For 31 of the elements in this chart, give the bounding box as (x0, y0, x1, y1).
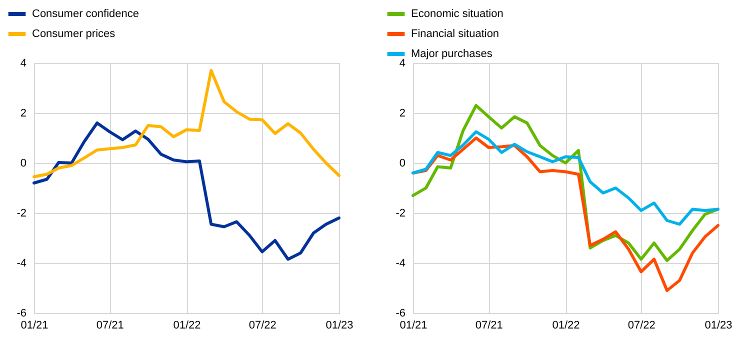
x-tick-label: 07/22 (628, 320, 656, 332)
y-tick-label: -2 (396, 208, 406, 220)
line-series (412, 136, 720, 292)
legend-label: Major purchases (411, 48, 493, 60)
x-tick-label: 01/22 (552, 320, 580, 332)
legend-label: Consumer confidence (32, 8, 140, 20)
x-tick-label: 01/23 (326, 320, 354, 332)
x-tick-label: 07/21 (96, 320, 124, 332)
x-tick-label: 01/22 (173, 320, 201, 332)
line-series (32, 69, 340, 178)
y-tick-label: 4 (20, 58, 26, 70)
legend-label: Economic situation (411, 8, 504, 20)
y-tick-label: -6 (16, 308, 26, 320)
x-tick-label: 01/21 (400, 320, 428, 332)
y-tick-label: -6 (396, 308, 406, 320)
y-tick-label: -4 (16, 258, 26, 270)
y-tick-label: -2 (16, 208, 26, 220)
y-tick-label: 2 (20, 108, 26, 120)
line-series (412, 130, 720, 226)
y-tick-label: 2 (399, 108, 406, 120)
legend-label: Financial situation (411, 28, 500, 40)
x-tick-label: 01/21 (20, 320, 48, 332)
legend-label: Consumer prices (32, 28, 116, 40)
y-tick-label: 0 (20, 158, 26, 170)
y-tick-label: -4 (396, 258, 406, 270)
y-tick-label: 0 (399, 158, 406, 170)
line-series (32, 122, 340, 261)
x-tick-label: 01/23 (704, 320, 732, 332)
x-tick-label: 07/22 (248, 320, 276, 332)
x-tick-label: 07/21 (475, 320, 503, 332)
y-tick-label: 4 (399, 58, 406, 70)
